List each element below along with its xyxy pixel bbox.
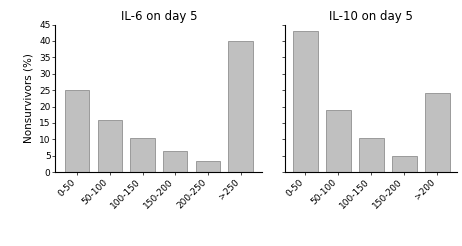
Bar [392,156,417,172]
Bar [195,161,220,172]
Bar [326,110,351,172]
Title: IL-6 on day 5: IL-6 on day 5 [121,10,197,23]
Bar [359,138,383,172]
Bar [293,31,317,172]
Bar [97,120,122,172]
Bar [425,93,450,172]
Bar [65,90,89,172]
Y-axis label: Nonsurvivors (%): Nonsurvivors (%) [24,53,34,143]
Bar [130,138,155,172]
Bar [228,41,253,172]
Bar [163,151,188,172]
Title: IL-10 on day 5: IL-10 on day 5 [329,10,413,23]
